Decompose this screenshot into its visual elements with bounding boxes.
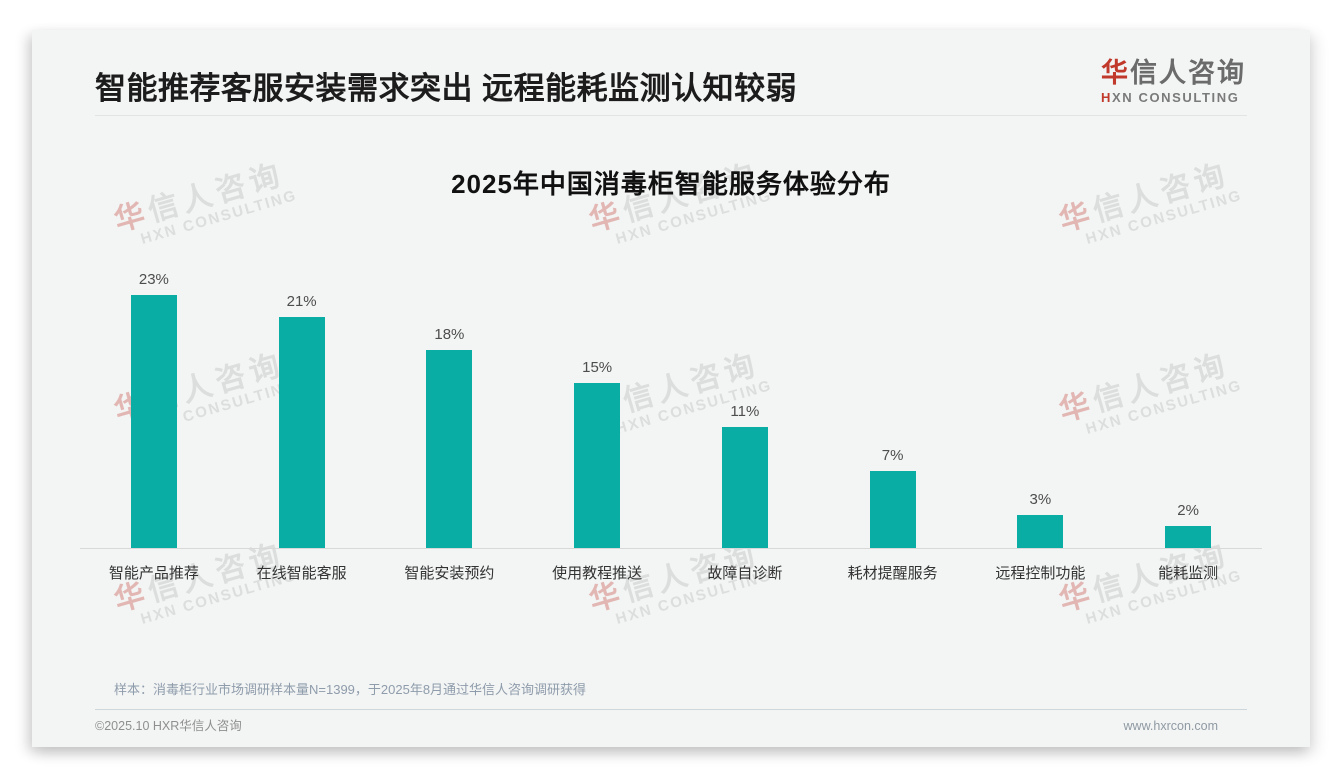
logo-en-rest: XN CONSULTING [1112, 90, 1240, 105]
bar-column: 18% [376, 326, 524, 549]
bar [278, 317, 325, 549]
logo-rest-chars: 信人咨询 [1130, 58, 1246, 88]
bar-column: 2% [1114, 502, 1262, 549]
bar [574, 383, 621, 549]
bar-value-label: 3% [1029, 491, 1052, 509]
bar-value-label: 11% [730, 403, 760, 421]
bar-value-label: 15% [582, 359, 613, 377]
bar [130, 295, 177, 549]
category-label: 能耗监测 [1158, 565, 1219, 583]
footer: ©2025.10 HXR华信人咨询 www.hxrcon.com [32, 710, 1310, 734]
sample-note: 样本：消毒柜行业市场调研样本量N=1399，于2025年8月通过华信人咨询调研获… [114, 682, 587, 698]
bar-column: 21% [228, 293, 376, 549]
logo-chinese-name: 华信人咨询 [1101, 60, 1246, 87]
category-label: 在线智能客服 [256, 565, 347, 583]
bar-column: 3% [967, 491, 1115, 549]
bar [869, 471, 916, 549]
bar [1017, 515, 1064, 549]
bar-column: 23% [80, 271, 228, 549]
category-label: 智能安装预约 [404, 565, 495, 583]
header-divider [95, 115, 1247, 117]
logo-english-name: HXN CONSULTING [1101, 91, 1246, 104]
category-label: 智能产品推荐 [108, 565, 199, 583]
page-title: 智能推荐客服安装需求突出 远程能耗监测认知较弱 [95, 71, 798, 106]
bar-value-label: 7% [881, 447, 904, 465]
website-text: www.hxrcon.com [1123, 719, 1218, 734]
bar [1165, 526, 1212, 549]
bar-value-label: 18% [434, 326, 465, 344]
bar-column: 7% [819, 447, 967, 549]
chart-title: 2025年中国消毒柜智能服务体验分布 [451, 169, 891, 200]
logo-en-accent: H [1101, 90, 1112, 105]
bar [426, 350, 473, 549]
chart-plot: 23% 21% 18% 15% 11% 7% 3% 2% [80, 202, 1262, 550]
header: 智能推荐客服安装需求突出 远程能耗监测认知较弱 华信人咨询 HXN CONSUL… [32, 30, 1310, 107]
footer-divider [95, 709, 1247, 711]
chart-categories: 智能产品推荐 在线智能客服 智能安装预约 使用教程推送 故障自诊断 耗材提醒服务 远程控制功… [80, 549, 1262, 584]
category-label: 远程控制功能 [995, 565, 1086, 583]
category-label: 耗材提醒服务 [847, 565, 938, 583]
category-label: 故障自诊断 [707, 565, 783, 583]
category-label: 使用教程推送 [552, 565, 643, 583]
bar [721, 427, 768, 549]
bar-column: 15% [523, 359, 671, 549]
logo-accent-char: 华 [1101, 58, 1130, 88]
copyright-text: ©2025.10 HXR华信人咨询 [95, 719, 242, 734]
bar-column: 11% [671, 403, 819, 549]
bar-value-label: 2% [1177, 502, 1199, 520]
slide-card: 华信人咨询 HXN CONSULTING 华信人咨询 HXN CONSULTING 华信… [32, 30, 1310, 747]
bar-value-label: 23% [138, 271, 169, 289]
bar-value-label: 21% [286, 293, 317, 311]
company-logo: 华信人咨询 HXN CONSULTING [1101, 60, 1246, 105]
